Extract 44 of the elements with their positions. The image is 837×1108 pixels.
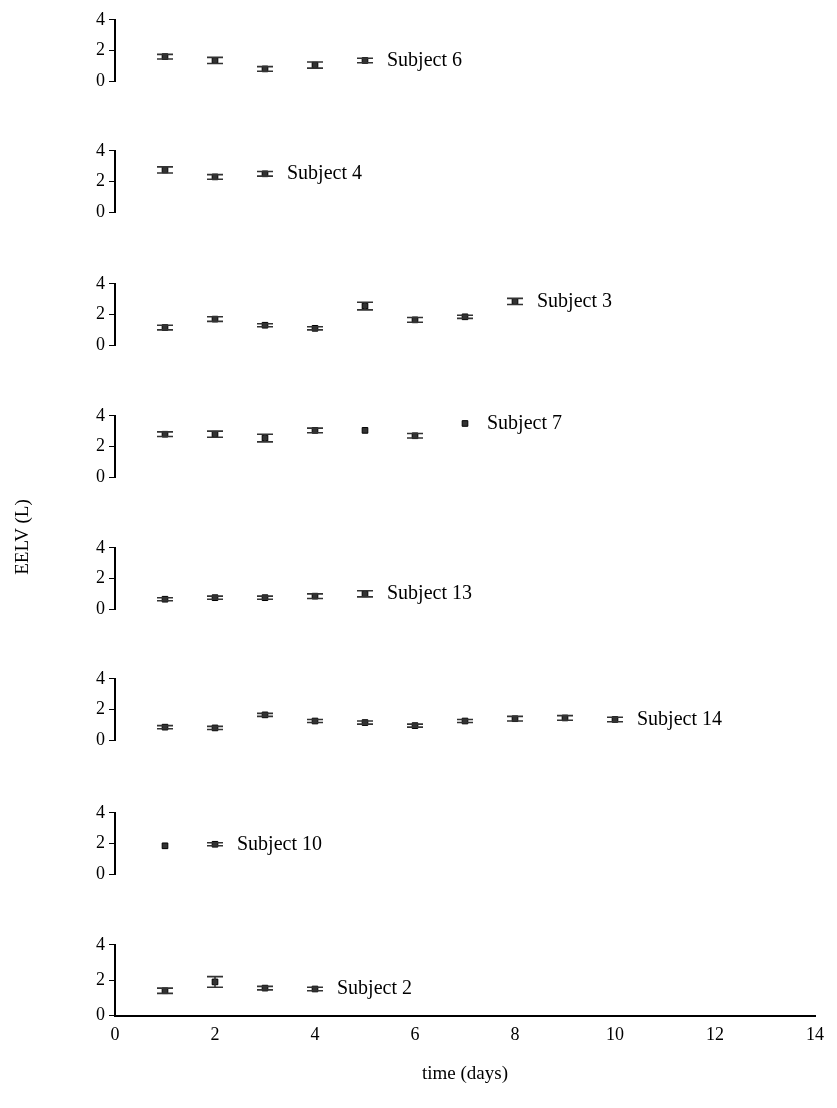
x-tick-label: 4 xyxy=(310,1024,320,1045)
point xyxy=(461,420,469,427)
y-tick-label: 0 xyxy=(96,465,105,486)
annotation: Subject 2 xyxy=(337,976,412,1000)
y-tick-label: 0 xyxy=(96,597,105,618)
y-tick-label: 0 xyxy=(96,862,105,883)
x-tick-label: 2 xyxy=(210,1024,220,1045)
x-tick-label: 0 xyxy=(110,1024,120,1045)
x-tick-label: 14 xyxy=(806,1024,824,1045)
y-tick-label: 2 xyxy=(96,303,105,324)
annotation: Subject 3 xyxy=(537,288,612,312)
y-tick-label: 2 xyxy=(96,435,105,456)
x-tick-label: 6 xyxy=(410,1024,420,1045)
y-tick-label: 4 xyxy=(96,8,105,29)
y-tick-label: 2 xyxy=(96,968,105,989)
x-tick-label: 8 xyxy=(510,1024,520,1045)
y-tick-label: 4 xyxy=(96,139,105,160)
y-tick-label: 4 xyxy=(96,536,105,557)
x-axis-title: time (days) xyxy=(421,1061,509,1084)
y-tick-label: 4 xyxy=(96,404,105,425)
point xyxy=(361,427,369,434)
annotation: Subject 4 xyxy=(287,161,362,185)
annotation: Subject 10 xyxy=(237,831,322,855)
annotation: Subject 6 xyxy=(387,47,462,71)
y-tick-label: 2 xyxy=(96,832,105,853)
annotation: Subject 14 xyxy=(637,706,722,730)
y-tick-label: 4 xyxy=(96,272,105,293)
y-tick-label: 4 xyxy=(96,801,105,822)
x-tick-label: 12 xyxy=(706,1024,724,1045)
y-tick-label: 0 xyxy=(96,333,105,354)
annotation: Subject 13 xyxy=(387,581,472,605)
y-axis-title: EELV (L) xyxy=(11,499,33,575)
y-tick-label: 4 xyxy=(96,933,105,954)
y-tick-label: 2 xyxy=(96,39,105,60)
y-tick-label: 0 xyxy=(96,1004,105,1025)
y-tick-label: 4 xyxy=(96,667,105,688)
y-tick-label: 0 xyxy=(96,69,105,90)
x-tick-label: 10 xyxy=(606,1024,624,1045)
y-tick-label: 2 xyxy=(96,170,105,191)
y-tick-label: 2 xyxy=(96,698,105,719)
y-tick-label: 0 xyxy=(96,728,105,749)
annotation: Subject 7 xyxy=(487,410,562,434)
y-tick-label: 0 xyxy=(96,200,105,221)
y-tick-label: 2 xyxy=(96,567,105,588)
